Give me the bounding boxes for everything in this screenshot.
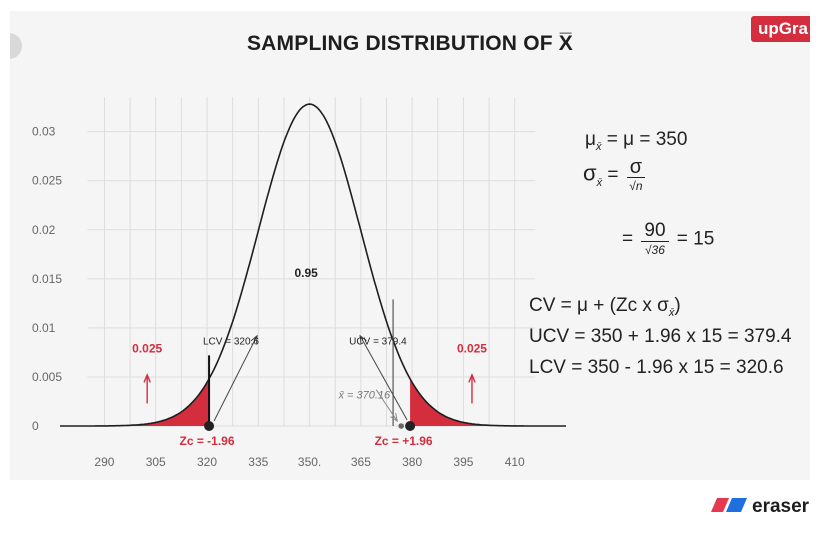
zc-left-label: Zc = -1.96 xyxy=(179,434,234,448)
x-tick-label: 290 xyxy=(94,455,114,469)
calc-numerator: 90 xyxy=(641,221,669,242)
y-tick-label: 0.02 xyxy=(32,223,56,237)
mu-rhs: = μ = 350 xyxy=(601,129,688,150)
ucv-equation: UCV = 350 + 1.96 x 15 = 379.4 xyxy=(529,326,792,347)
calc-fraction: 90 √36 xyxy=(641,221,669,258)
grid xyxy=(87,97,536,427)
lcv-equation: LCV = 350 - 1.96 x 15 = 320.6 xyxy=(529,357,784,378)
sigma-symbol: σ xyxy=(583,160,597,186)
xbar-point xyxy=(398,423,405,429)
cv-subscript: x̄ xyxy=(668,307,675,319)
sigma-subscript: x̄ xyxy=(596,176,603,189)
zc-right-label: Zc = +1.96 xyxy=(375,434,433,448)
sigma-equals: = xyxy=(602,164,624,186)
formula-sigma: σx̄ = σ √n xyxy=(583,157,648,194)
y-tick-label: 0.005 xyxy=(32,370,62,384)
sigma-numerator: σ xyxy=(626,157,646,178)
chart: 290 305 320 335 350. 365 380 395 410 0 0.005 0.01 0.… xyxy=(32,97,566,469)
right-tail-arrow-head xyxy=(468,373,476,383)
lcv-label: LCV = 320.6 xyxy=(203,337,259,348)
curve xyxy=(60,103,566,427)
center-area-label: 0.95 xyxy=(294,266,318,280)
ucv-arrow-head xyxy=(359,334,367,344)
cv-close: ) xyxy=(674,295,681,316)
lcv-point xyxy=(204,421,215,431)
x-tick-label: 335 xyxy=(248,455,268,469)
eraser-logo-icon xyxy=(711,498,747,512)
left-tail-arrow-head xyxy=(143,373,151,383)
x-tick-label: 305 xyxy=(146,455,166,469)
x-tick-label: 395 xyxy=(453,455,473,469)
y-tick-label: 0.025 xyxy=(32,174,62,188)
formula-calc: = 90 √36 = 15 xyxy=(622,221,714,258)
right-tail-label: 0.025 xyxy=(457,341,487,355)
x-tick-label: 350. xyxy=(298,455,321,469)
cv-text: CV = μ + (Zc x σ xyxy=(529,295,669,316)
right-tail-area xyxy=(410,378,566,426)
left-tail-area xyxy=(60,379,210,426)
xbar-arrow-head xyxy=(390,413,398,423)
y-tick-label: 0.01 xyxy=(32,321,56,335)
y-tick-label: 0 xyxy=(32,419,39,433)
sigma-fraction: σ √n xyxy=(626,157,646,194)
tails xyxy=(60,378,566,426)
x-tick-label: 365 xyxy=(351,455,371,469)
density-curve xyxy=(60,103,566,427)
ucv-label: UCV = 379.4 xyxy=(349,337,407,348)
footer-brand: eraser xyxy=(752,496,810,517)
ticks: 290 305 320 335 350. 365 380 395 410 0 0.005 0.01 0.… xyxy=(32,125,525,469)
slide: 290 305 320 335 350. 365 380 395 410 0 0.005 0.01 0.… xyxy=(10,11,810,480)
mu-subscript: x̄ xyxy=(595,141,602,153)
calc-rhs: = 15 xyxy=(671,228,715,250)
sigma-denominator: √n xyxy=(629,179,643,193)
lcv-arrow xyxy=(213,335,258,422)
formula-mu: μx̄ = μ = 350 xyxy=(585,129,688,153)
xbar-arrow xyxy=(375,389,398,422)
y-tick-label: 0.015 xyxy=(32,272,62,286)
brand-badge: upGra xyxy=(750,16,810,42)
labels: 0.95 0.025 0.025 LCV = 320.6 UCV = 379.4 x̄ =… xyxy=(132,266,487,448)
lcv-arrow-head xyxy=(250,334,258,344)
slide-edge xyxy=(10,33,22,59)
x-tick-label: 380 xyxy=(402,455,422,469)
cv-equation: CV = μ + (Zc x σx̄) xyxy=(529,295,681,319)
calc-denominator: √36 xyxy=(644,243,665,257)
y-tick-label: 0.03 xyxy=(32,125,56,139)
ucv-point xyxy=(405,421,416,431)
left-tail-label: 0.025 xyxy=(132,341,162,355)
xbar-label: x̄ = 370.16 xyxy=(337,390,391,402)
mu-symbol: μ xyxy=(585,129,596,150)
chart-title: SAMPLING DISTRIBUTION OF X̅ xyxy=(246,32,574,55)
marks xyxy=(143,299,476,431)
x-tick-label: 320 xyxy=(197,455,217,469)
x-tick-label: 410 xyxy=(505,455,525,469)
ucv-arrow xyxy=(359,335,408,421)
calc-equals: = xyxy=(622,228,639,250)
